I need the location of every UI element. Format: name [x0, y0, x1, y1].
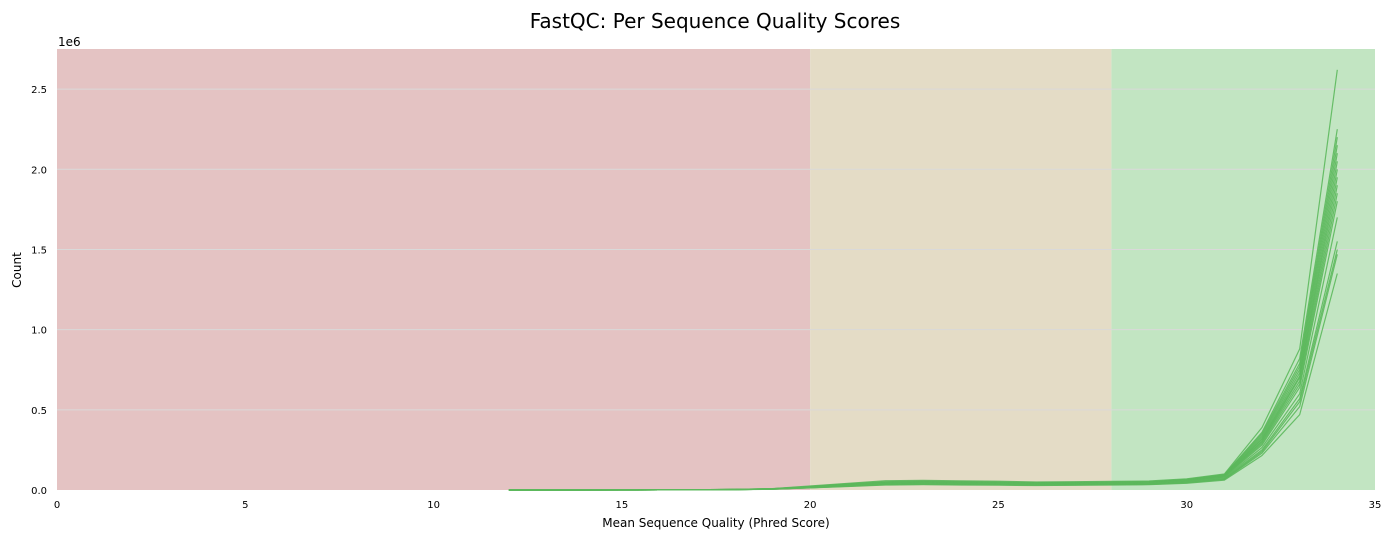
x-tick-label: 20 — [804, 500, 817, 511]
band-warn — [810, 49, 1112, 490]
status-bands — [57, 49, 1375, 490]
x-tick-label: 5 — [242, 500, 248, 511]
y-tick-label: 0.5 — [31, 406, 47, 417]
series-line-16 — [508, 273, 1338, 491]
y-axis-offset-label: 1e6 — [58, 35, 81, 49]
series-lines — [508, 69, 1338, 491]
x-axis-title: Mean Sequence Quality (Phred Score) — [602, 516, 830, 530]
tick-labels: 0 5 10 15 20 25 30 35 0.0 0.5 1.0 1.5 2.0 2.5 — [31, 85, 1381, 511]
y-tick-label: 1.0 — [31, 326, 47, 337]
y-axis-title: Count — [10, 252, 24, 288]
chart-title: FastQC: Per Sequence Quality Scores — [530, 9, 901, 33]
x-tick-label: 0 — [54, 500, 60, 511]
x-tick-label: 15 — [615, 500, 628, 511]
y-tick-label: 2.0 — [31, 165, 47, 176]
x-tick-label: 10 — [427, 500, 440, 511]
x-tick-label: 25 — [992, 500, 1005, 511]
x-tick-label: 30 — [1180, 500, 1193, 511]
x-tick-label: 35 — [1369, 500, 1382, 511]
y-tick-label: 0.0 — [31, 486, 47, 497]
y-tick-label: 2.5 — [31, 85, 47, 96]
band-pass — [1111, 49, 1375, 490]
y-tick-label: 1.5 — [31, 245, 47, 256]
gridlines — [57, 88, 1375, 411]
band-fail — [57, 49, 811, 490]
